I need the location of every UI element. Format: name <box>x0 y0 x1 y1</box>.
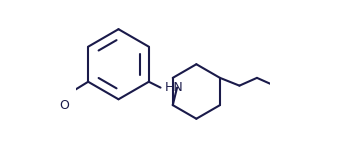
Text: HN: HN <box>164 81 183 94</box>
Text: O: O <box>59 99 69 112</box>
